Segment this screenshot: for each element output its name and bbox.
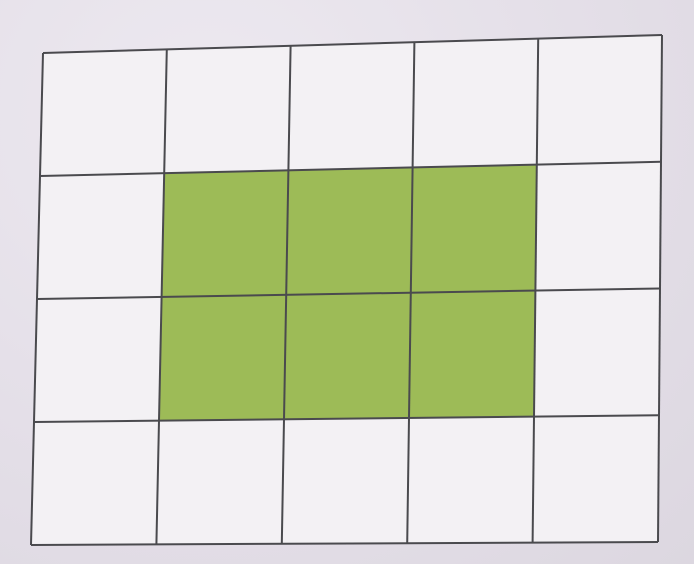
grid-col-line-5 bbox=[657, 34, 663, 543]
shaded-cell-r1-c3 bbox=[410, 164, 537, 293]
grid-col-line-1 bbox=[155, 49, 168, 545]
grid-row-line-2 bbox=[36, 287, 661, 300]
grid-row-line-1 bbox=[39, 160, 662, 177]
shaded-cell-r1-c1 bbox=[161, 170, 289, 297]
grid-row-line-4 bbox=[30, 541, 659, 546]
grid-row-line-3 bbox=[33, 414, 660, 423]
grid-row-line-0 bbox=[42, 34, 663, 54]
shaded-cell-r2-c2 bbox=[284, 292, 411, 420]
shaded-cell-r2-c1 bbox=[159, 294, 287, 421]
grid-col-line-2 bbox=[280, 45, 292, 544]
shaded-cell-r1-c2 bbox=[286, 167, 413, 295]
grid-col-line-3 bbox=[406, 42, 416, 544]
shaded-cell-r2-c3 bbox=[409, 290, 536, 418]
grid-col-line-0 bbox=[30, 52, 44, 546]
grid-col-line-4 bbox=[531, 38, 540, 543]
